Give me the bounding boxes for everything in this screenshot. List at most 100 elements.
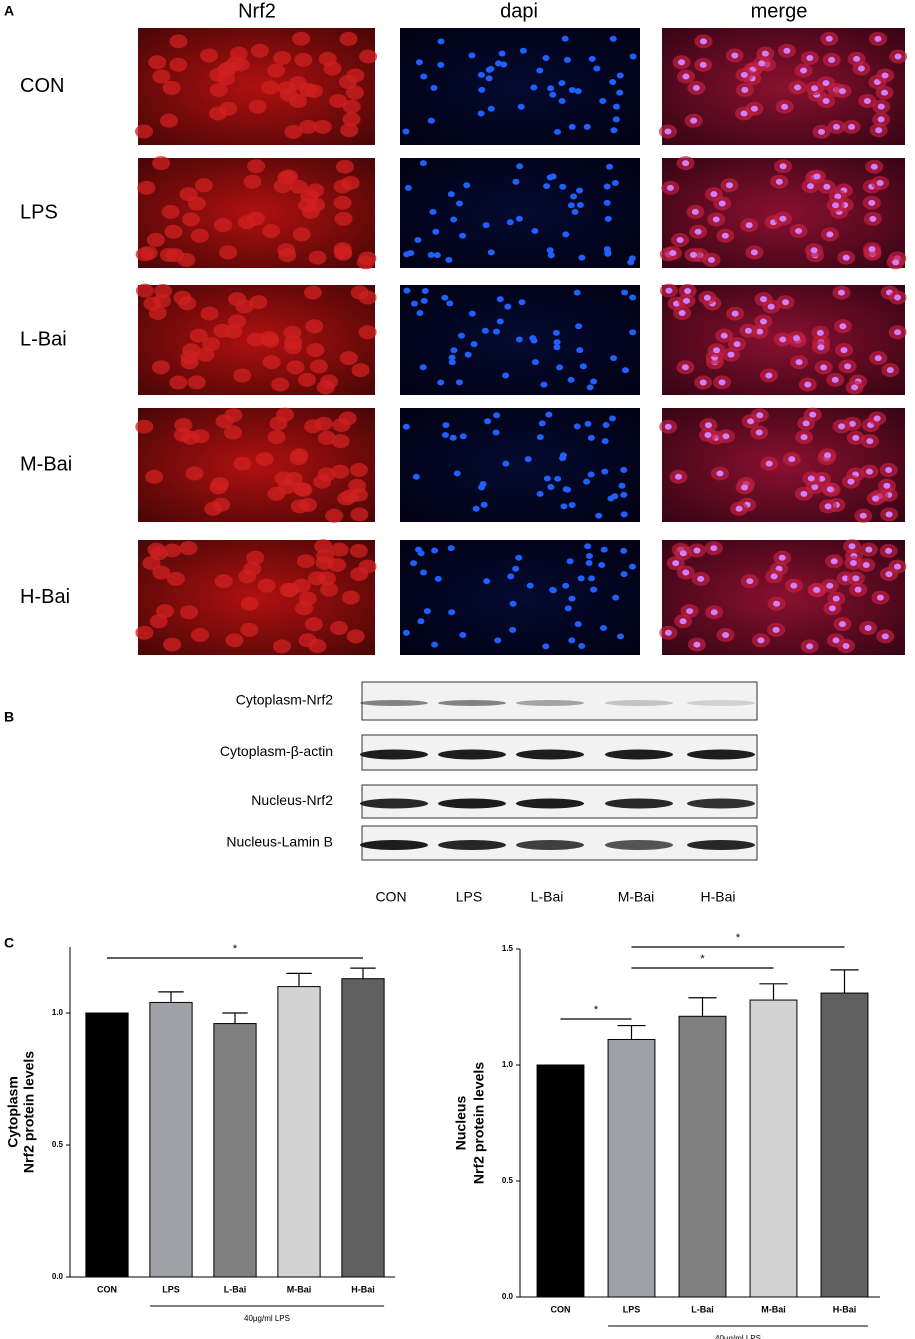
nucleus [851, 384, 859, 391]
nucleus [602, 422, 610, 429]
cell [228, 292, 247, 307]
cell [151, 360, 170, 375]
cell [154, 283, 173, 298]
nucleus [679, 550, 687, 557]
nucleus [420, 569, 428, 576]
band [516, 749, 584, 760]
nucleus [515, 554, 523, 561]
nucleus [770, 573, 778, 580]
nucleus [712, 216, 720, 223]
nucleus [881, 89, 889, 96]
nucleus [804, 381, 812, 388]
nucleus [549, 91, 557, 98]
nucleus [464, 351, 472, 358]
cell [283, 325, 302, 340]
cell [267, 430, 286, 445]
cell [317, 430, 336, 445]
nucleus [839, 323, 847, 330]
nucleus [620, 511, 628, 518]
cell [346, 629, 365, 644]
nucleus [562, 231, 570, 238]
cell [359, 49, 378, 64]
nucleus [553, 339, 561, 346]
cell [303, 285, 322, 300]
nucleus [832, 595, 840, 602]
nucleus [720, 332, 728, 339]
nucleus [620, 571, 628, 578]
nucleus [448, 354, 456, 361]
nucleus [610, 127, 618, 134]
significance-mark: * [736, 932, 741, 944]
cell [309, 359, 328, 374]
nucleus [806, 643, 814, 650]
nucleus [830, 558, 838, 565]
nucleus [757, 637, 765, 644]
nucleus [568, 501, 576, 508]
nucleus [450, 347, 458, 354]
cell [209, 480, 228, 495]
cell [240, 622, 259, 637]
nucleus [864, 625, 872, 632]
cell [233, 456, 252, 471]
nucleus [894, 53, 902, 60]
row-label: M-Bai [20, 453, 72, 475]
bar [820, 992, 869, 1298]
cell [135, 283, 154, 298]
nucleus [542, 643, 550, 650]
nucleus [894, 329, 902, 336]
micrograph [400, 408, 640, 522]
nucleus [735, 505, 743, 512]
nucleus [866, 438, 874, 445]
nucleus [567, 202, 575, 209]
nucleus [559, 183, 567, 190]
cell [219, 245, 238, 260]
cell [163, 637, 182, 652]
nucleus [676, 236, 684, 243]
nucleus [421, 287, 429, 294]
nucleus [562, 486, 570, 493]
cell [348, 478, 367, 493]
nucleus [779, 336, 787, 343]
cell [333, 242, 352, 257]
nucleus [665, 287, 673, 294]
nucleus [782, 299, 790, 306]
bar [341, 978, 385, 1278]
nucleus [664, 423, 672, 430]
cell [329, 621, 348, 636]
nucleus [868, 246, 876, 253]
cell [243, 174, 262, 189]
cell [187, 375, 206, 390]
nucleus [530, 84, 538, 91]
cell [164, 224, 183, 239]
cell [248, 99, 267, 114]
nucleus [758, 60, 766, 67]
nucleus [587, 575, 595, 582]
nucleus [832, 123, 840, 130]
y-tick-label: 0.5 [52, 1140, 64, 1149]
band [438, 798, 506, 809]
nucleus [779, 215, 787, 222]
nucleus [604, 250, 612, 257]
cell [152, 156, 171, 171]
micrograph [400, 158, 640, 268]
nucleus [800, 434, 808, 441]
nucleus [854, 586, 862, 593]
nucleus [713, 347, 721, 354]
nucleus [554, 475, 562, 482]
cell [358, 559, 377, 574]
y-tick-label: 1.0 [502, 1060, 514, 1069]
nucleus [806, 54, 814, 61]
cell [330, 542, 349, 557]
nucleus [553, 344, 561, 351]
nucleus [492, 328, 500, 335]
cell [249, 295, 268, 310]
nucleus [609, 78, 617, 85]
nucleus [515, 336, 523, 343]
nucleus [459, 632, 467, 639]
nucleus [553, 128, 561, 135]
nucleus [449, 434, 457, 441]
nucleus [795, 227, 803, 234]
band [360, 700, 428, 706]
cell [335, 159, 354, 174]
nucleus [494, 637, 502, 644]
